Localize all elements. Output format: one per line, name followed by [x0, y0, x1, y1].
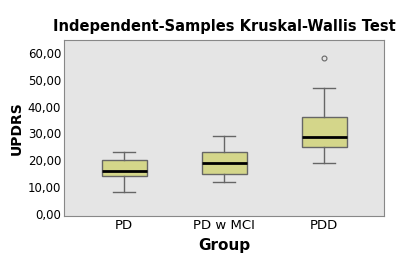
- PathPatch shape: [302, 117, 346, 147]
- X-axis label: Group: Group: [198, 238, 250, 253]
- PathPatch shape: [202, 152, 246, 174]
- Y-axis label: UPDRS: UPDRS: [10, 101, 24, 155]
- Title: Independent-Samples Kruskal-Wallis Test: Independent-Samples Kruskal-Wallis Test: [53, 19, 395, 34]
- PathPatch shape: [102, 160, 146, 176]
